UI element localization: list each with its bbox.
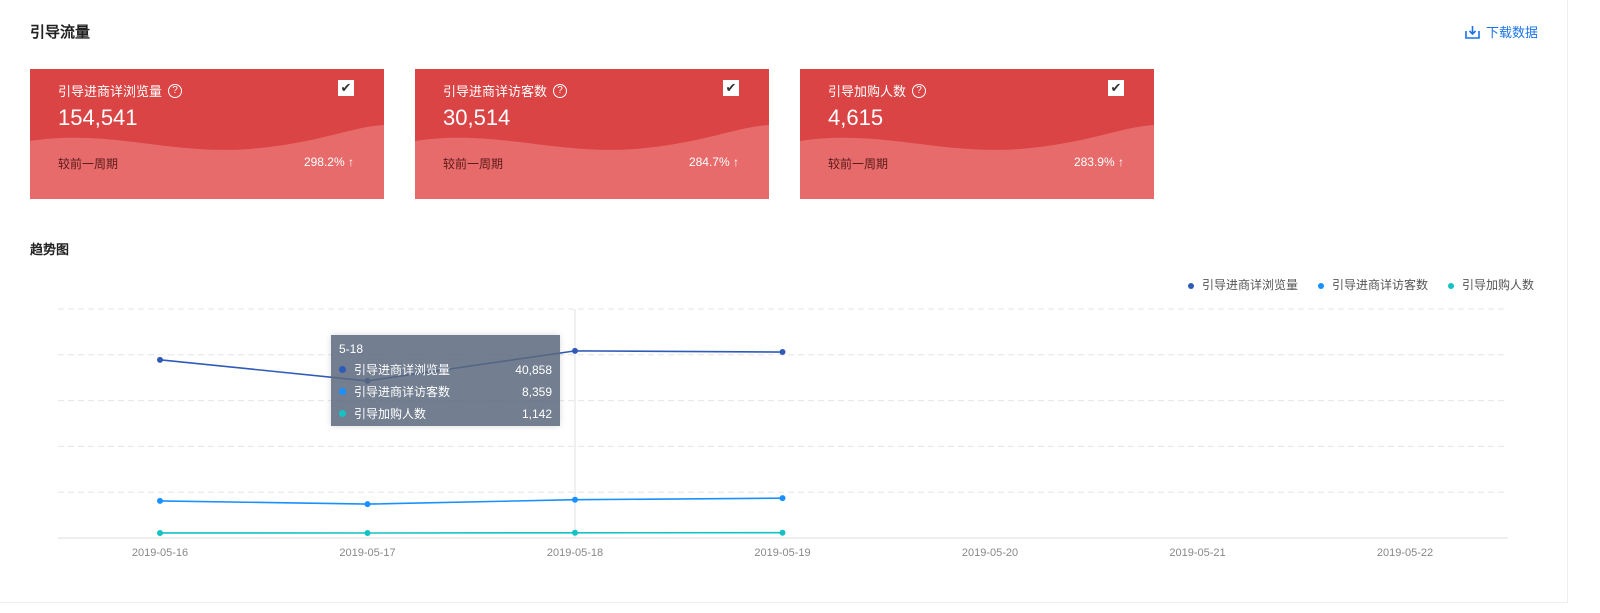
change-value: 284.7% ↑: [688, 155, 739, 169]
data-point[interactable]: [364, 530, 371, 537]
compare-label: 较前一周期: [828, 157, 889, 171]
data-point[interactable]: [779, 349, 786, 356]
x-tick-label: 2019-05-18: [547, 547, 603, 559]
x-tick-label: 2019-05-17: [339, 547, 395, 559]
metric-value: 4,615: [828, 105, 884, 130]
tooltip-row-cart: 引导加购人数 1,142: [339, 405, 552, 422]
help-icon[interactable]: ?: [553, 83, 568, 98]
data-point[interactable]: [157, 356, 163, 363]
download-icon: [1465, 25, 1480, 39]
download-data-button[interactable]: 下载数据: [1465, 22, 1538, 41]
tooltip-date: 5-18: [339, 342, 364, 356]
data-point[interactable]: [779, 529, 786, 536]
arrow-up-icon: ↑: [733, 155, 739, 169]
metric-value: 30,514: [443, 105, 511, 130]
change-value: 283.9% ↑: [1073, 155, 1124, 169]
legend-item-views[interactable]: 引导进商详浏览量: [1187, 276, 1298, 293]
panel-frame: [0, 0, 1568, 603]
data-point[interactable]: [572, 529, 578, 536]
section-title: 引导流量: [30, 24, 91, 41]
metric-label: 引导进商详浏览量?: [58, 81, 183, 100]
help-icon[interactable]: ?: [912, 83, 927, 98]
x-tick-label: 2019-05-19: [754, 547, 810, 559]
arrow-up-icon: ↑: [1118, 155, 1124, 169]
legend-item-cart[interactable]: 引导加购人数: [1447, 276, 1534, 293]
chart-tooltip: 5-18 引导进商详浏览量 40,858 引导进商详访客数 8,359 引导加购人数…: [331, 335, 560, 426]
metric-checkbox[interactable]: ✔: [1108, 80, 1124, 96]
series-line: [159, 497, 783, 505]
data-point[interactable]: [364, 501, 371, 508]
metric-value: 154,541: [58, 105, 138, 130]
wave-decoration: [415, 125, 769, 199]
chart-legend: 引导进商详浏览量 引导进商详访客数 引导加购人数: [1187, 276, 1534, 293]
x-tick-label: 2019-05-20: [962, 547, 1018, 559]
metric-label: 引导进商详访客数?: [443, 81, 568, 100]
metric-card[interactable]: 引导加购人数? 4,615 ✔ 较前一周期 283.9% ↑: [800, 69, 1154, 199]
compare-label: 较前一周期: [58, 157, 119, 171]
metric-checkbox[interactable]: ✔: [338, 80, 354, 96]
metric-card[interactable]: 引导进商详浏览量? 154,541 ✔ 较前一周期 298.2% ↑: [30, 69, 384, 199]
x-tick-label: 2019-05-22: [1377, 547, 1433, 559]
data-point[interactable]: [779, 495, 786, 502]
data-point[interactable]: [157, 497, 163, 504]
x-tick-label: 2019-05-21: [1169, 547, 1225, 559]
metric-card[interactable]: 引导进商详访客数? 30,514 ✔ 较前一周期 284.7% ↑: [415, 69, 769, 199]
metric-label: 引导加购人数?: [828, 81, 927, 100]
change-value: 298.2% ↑: [303, 155, 354, 169]
trend-title: 趋势图: [30, 242, 70, 257]
tooltip-row-views: 引导进商详浏览量 40,858: [339, 361, 552, 378]
x-tick-label: 2019-05-16: [132, 547, 188, 559]
tooltip-row-visitors: 引导进商详访客数 8,359: [339, 383, 552, 400]
compare-label: 较前一周期: [443, 157, 504, 171]
wave-decoration: [30, 125, 384, 199]
metric-checkbox[interactable]: ✔: [723, 80, 739, 96]
arrow-up-icon: ↑: [348, 155, 354, 169]
data-point[interactable]: [572, 347, 578, 354]
download-label: 下载数据: [1485, 25, 1538, 40]
wave-decoration: [800, 125, 1154, 199]
data-point[interactable]: [157, 529, 163, 536]
legend-item-visitors[interactable]: 引导进商详访客数: [1317, 276, 1428, 293]
data-point[interactable]: [572, 496, 578, 503]
help-icon[interactable]: ?: [168, 83, 183, 98]
